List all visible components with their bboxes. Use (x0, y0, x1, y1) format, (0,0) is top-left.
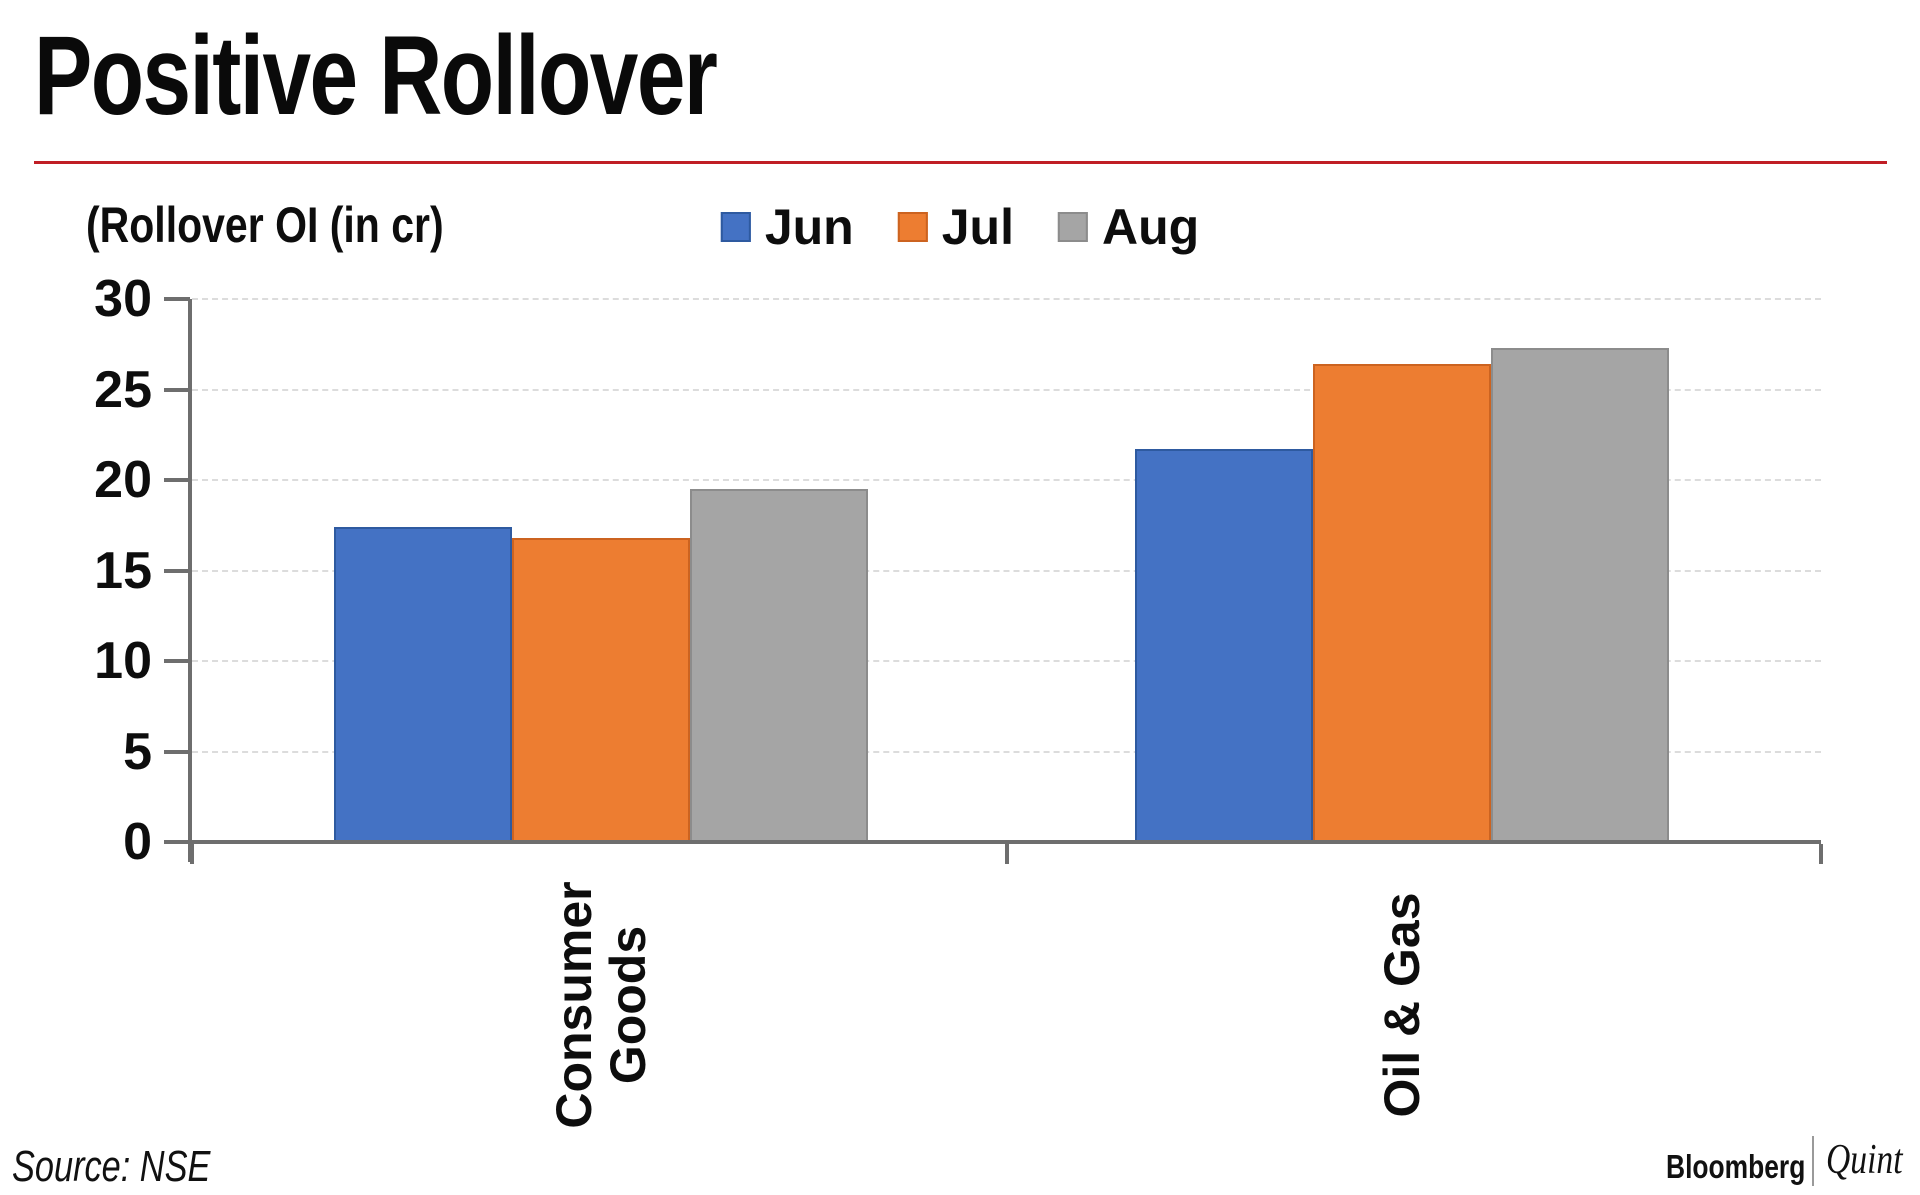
legend-swatch-jul (897, 212, 928, 242)
category-label-oil-gas: Oil & Gas (1374, 892, 1431, 1118)
legend-label: Jul (941, 199, 1014, 255)
legend-item-jun: Jun (720, 199, 854, 255)
bar-jun-consumer-goods (333, 527, 512, 842)
y-tick-label-25: 25 (94, 360, 152, 419)
y-tick-label-30: 30 (94, 270, 152, 328)
x-axis-line (164, 840, 1821, 844)
source-note: Source: NSE (12, 1142, 211, 1191)
bar-jun-oil-gas (1135, 449, 1314, 842)
x-tick-mark-0 (190, 844, 194, 864)
y-axis-line (188, 299, 192, 862)
y-tick-label-15: 15 (94, 541, 152, 600)
gridline-y15 (192, 569, 1821, 572)
legend-label: Jun (764, 199, 854, 255)
y-tick-mark-30 (164, 297, 190, 301)
chart-title: Positive Rollover (34, 13, 718, 138)
gridline-y30 (192, 298, 1821, 300)
gridline-y25 (192, 388, 1821, 391)
y-tick-mark-10 (164, 659, 190, 663)
gridline-y5 (192, 750, 1821, 753)
bar-aug-oil-gas (1491, 347, 1670, 842)
y-tick-label-0: 0 (123, 813, 152, 871)
y-tick-mark-5 (164, 749, 190, 754)
bloomberg-wordmark: Bloomberg (1666, 1148, 1806, 1185)
category-label-consumer-goods: Consumer Goods (545, 881, 656, 1129)
bar-aug-consumer-goods (689, 489, 868, 842)
y-tick-label-5: 5 (123, 722, 152, 781)
gridline-y20 (192, 479, 1821, 481)
legend-label: Aug (1101, 199, 1200, 255)
legend-item-jul: Jul (897, 199, 1014, 255)
gridline-y10 (192, 660, 1821, 662)
legend-swatch-aug (1057, 212, 1088, 242)
legend-swatch-jun (720, 212, 751, 242)
quint-wordmark: Quint (1826, 1137, 1903, 1183)
y-tick-mark-25 (164, 387, 190, 392)
x-tick-mark-50 (1004, 844, 1009, 864)
bar-jul-consumer-goods (511, 537, 690, 842)
y-tick-mark-20 (164, 478, 190, 482)
y-tick-label-10: 10 (94, 632, 152, 690)
bar-jul-oil-gas (1313, 364, 1492, 842)
legend-item-aug: Aug (1057, 199, 1200, 255)
legend: Jun Jul Aug (720, 199, 1200, 255)
x-tick-mark-100 (1819, 844, 1823, 864)
y-tick-mark-15 (164, 568, 190, 573)
y-axis-unit-label: (Rollover OI (in cr) (86, 197, 444, 253)
y-tick-label-20: 20 (94, 451, 152, 509)
brand-separator-line (1812, 1136, 1814, 1186)
plot-area (192, 298, 1821, 842)
title-divider-line (34, 161, 1887, 164)
